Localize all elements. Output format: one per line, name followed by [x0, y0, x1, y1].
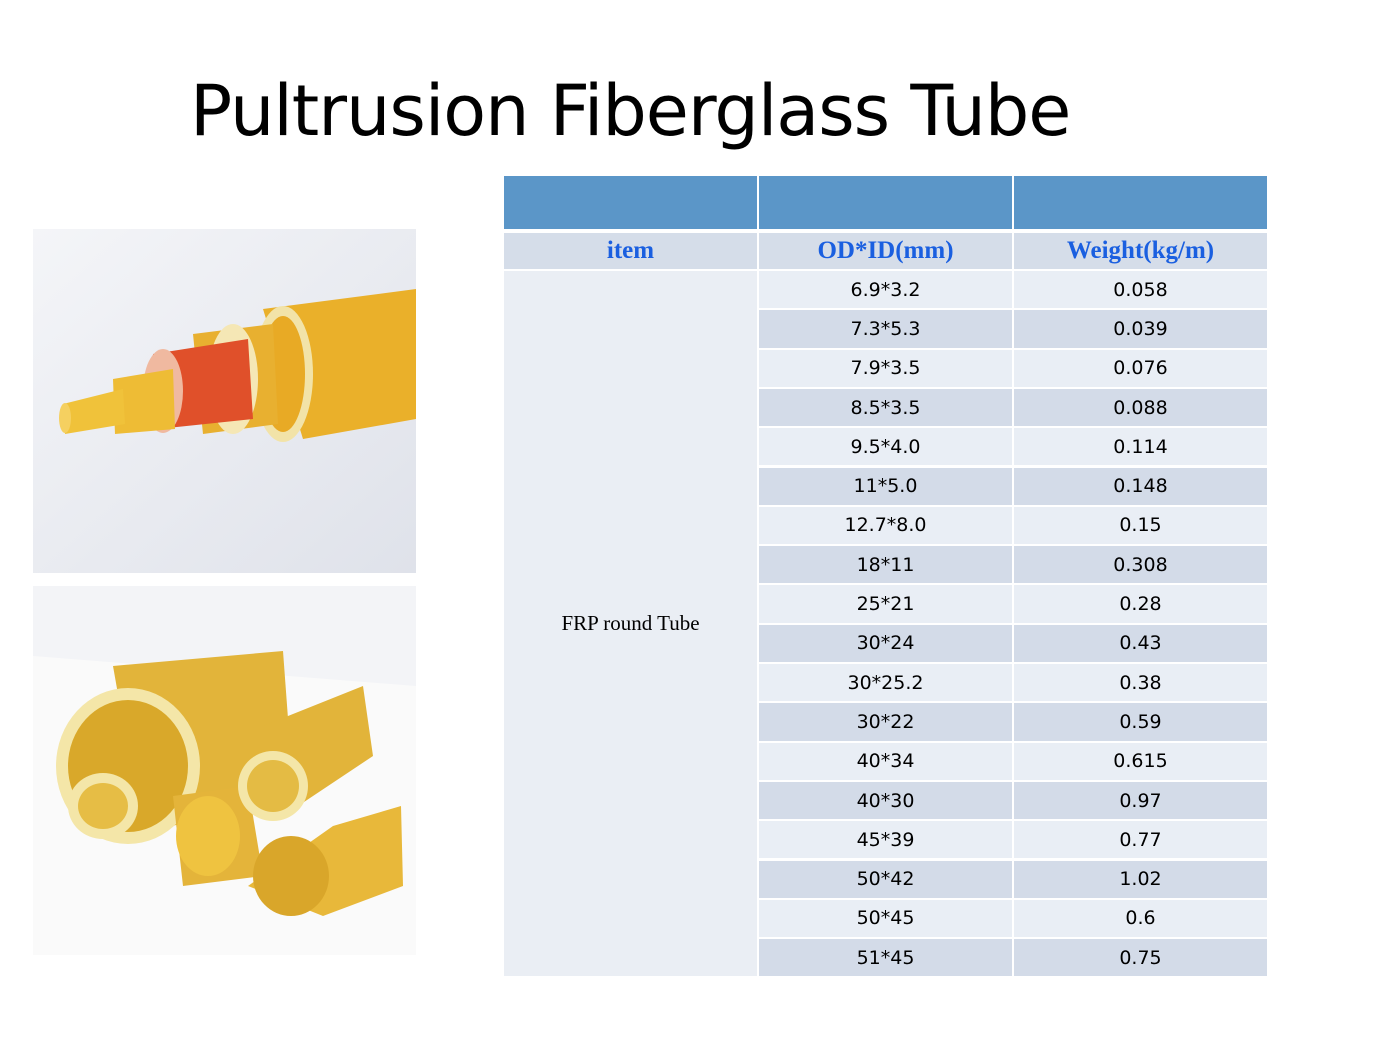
size-cell: 7.3*5.3 [759, 310, 1012, 348]
weight-cell: 0.148 [1014, 467, 1267, 505]
item-cell: FRP round Tube [504, 271, 757, 977]
weight-cell: 1.02 [1014, 860, 1267, 898]
size-cell: 8.5*3.5 [759, 388, 1012, 427]
weight-cell: 0.308 [1014, 546, 1267, 584]
size-cell: 40*30 [759, 781, 1012, 820]
size-cell: 9.5*4.0 [759, 428, 1012, 466]
column-header: OD*ID(mm) [759, 233, 1012, 269]
weight-cell: 0.43 [1014, 624, 1267, 662]
header-band [504, 176, 757, 229]
weight-cell: 0.59 [1014, 703, 1267, 741]
header-band [759, 176, 1012, 229]
size-cell: 51*45 [759, 939, 1012, 977]
size-cell: 30*25.2 [759, 664, 1012, 702]
photo-nested-tubes [33, 229, 416, 573]
weight-cell: 0.088 [1014, 388, 1267, 427]
size-cell: 30*22 [759, 703, 1012, 741]
size-cell: 6.9*3.2 [759, 271, 1012, 309]
weight-cell: 0.6 [1014, 899, 1267, 938]
weight-cell: 0.039 [1014, 310, 1267, 348]
weight-cell: 0.15 [1014, 506, 1267, 545]
column-header: item [504, 233, 757, 269]
photo-profile-tubes [33, 586, 416, 955]
weight-cell: 0.058 [1014, 271, 1267, 309]
size-cell: 25*21 [759, 585, 1012, 623]
size-cell: 40*34 [759, 742, 1012, 780]
size-cell: 18*11 [759, 546, 1012, 584]
size-cell: 12.7*8.0 [759, 506, 1012, 545]
weight-cell: 0.97 [1014, 781, 1267, 820]
header-band [1014, 176, 1267, 229]
size-cell: 11*5.0 [759, 467, 1012, 505]
weight-cell: 0.28 [1014, 585, 1267, 623]
size-cell: 50*45 [759, 899, 1012, 938]
weight-cell: 0.38 [1014, 664, 1267, 702]
weight-cell: 0.076 [1014, 349, 1267, 387]
slide-title: Pultrusion Fiberglass Tube [190, 70, 1071, 152]
column-header: Weight(kg/m) [1014, 233, 1267, 269]
weight-cell: 0.77 [1014, 821, 1267, 859]
weight-cell: 0.615 [1014, 742, 1267, 780]
size-cell: 7.9*3.5 [759, 349, 1012, 387]
size-cell: 50*42 [759, 860, 1012, 898]
size-cell: 45*39 [759, 821, 1012, 859]
weight-cell: 0.114 [1014, 428, 1267, 466]
weight-cell: 0.75 [1014, 939, 1267, 977]
size-cell: 30*24 [759, 624, 1012, 662]
